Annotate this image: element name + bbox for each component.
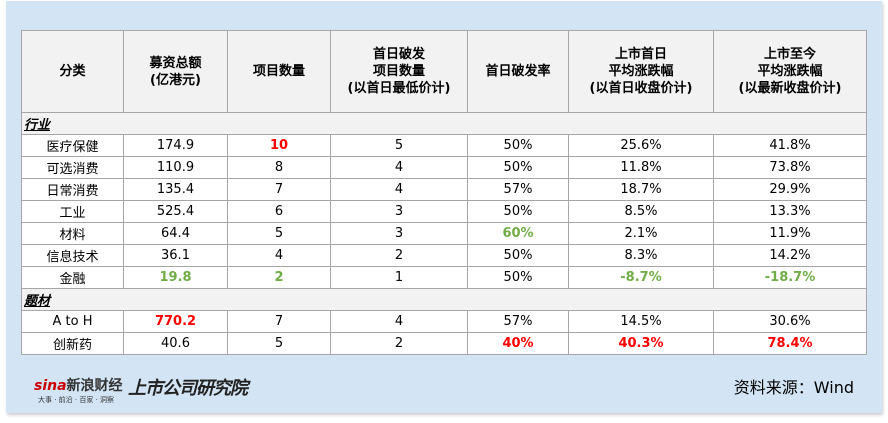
table-cell: 29.9% [713, 178, 867, 201]
table-cell: -18.7% [713, 266, 867, 289]
table-cell: 14.2% [713, 244, 867, 267]
table-cell: 30.6% [713, 310, 867, 333]
table-cell: 可选消费 [21, 156, 124, 179]
table-cell: 135.4 [123, 178, 228, 201]
table-cell: 8.5% [568, 200, 714, 223]
table-cell: 110.9 [123, 156, 228, 179]
table-cell: 13.3% [713, 200, 867, 223]
table-cell: 78.4% [713, 332, 867, 355]
table-cell: 50% [467, 156, 569, 179]
table-cell: 25.6% [568, 134, 714, 157]
table-cell: 525.4 [123, 200, 228, 223]
table-cell: 3 [330, 222, 468, 245]
table-cell: 8.3% [568, 244, 714, 267]
table-cell: 1 [330, 266, 468, 289]
table-cell: 材料 [21, 222, 124, 245]
table-cell: 57% [467, 178, 569, 201]
column-header: 首日破发 项目数量 (以首日最低价计) [330, 30, 468, 113]
table-cell: 40.3% [568, 332, 714, 355]
column-header: 募资总额 (亿港元) [123, 30, 228, 113]
table-cell: 4 [330, 178, 468, 201]
table-cell: 36.1 [123, 244, 228, 267]
table-cell: A to H [21, 310, 124, 333]
table-cell: 73.8% [713, 156, 867, 179]
institute-logo: 上市公司研究院 [128, 378, 248, 399]
table-cell: 50% [467, 266, 569, 289]
table-cell: 2 [330, 332, 468, 355]
column-header: 上市至今 平均涨跌幅 (以最新收盘价计) [713, 30, 867, 113]
table-cell: 11.9% [713, 222, 867, 245]
table-cell: 40.6 [123, 332, 228, 355]
table-cell: 医疗保健 [21, 134, 124, 157]
table-cell: 信息技术 [21, 244, 124, 267]
table-cell: 50% [467, 244, 569, 267]
sina-finance-logo: sina新浪财经 大事 · 前沿 · 百家 · 洞察 [34, 378, 123, 404]
table-row: 信息技术 36.1 4 2 50% 8.3% 14.2% [21, 244, 867, 267]
table-cell: 19.8 [123, 266, 228, 289]
table-row: 金融 19.8 2 1 50% -8.7% -18.7% [21, 266, 867, 289]
table-cell: 7 [227, 310, 331, 333]
table-row: A to H 770.2 7 4 57% 14.5% 30.6% [21, 310, 867, 333]
table-cell: 6 [227, 200, 331, 223]
section-title: 行业 [21, 112, 867, 135]
table-cell: 10 [227, 134, 331, 157]
source-note: 资料来源：Wind [733, 378, 854, 397]
table-cell: 日常消费 [21, 178, 124, 201]
table-cell: 工业 [21, 200, 124, 223]
section-row: 行业 [21, 112, 867, 135]
table-cell: 14.5% [568, 310, 714, 333]
column-header: 项目数量 [227, 30, 331, 113]
table-cell: 57% [467, 310, 569, 333]
table-cell: 8 [227, 156, 331, 179]
table-cell: 11.8% [568, 156, 714, 179]
table-cell: 3 [330, 200, 468, 223]
table-cell: 770.2 [123, 310, 228, 333]
table-cell: 5 [330, 134, 468, 157]
table-cell: 4 [330, 156, 468, 179]
column-header: 首日破发率 [467, 30, 569, 113]
table-cell: 金融 [21, 266, 124, 289]
table-cell: 41.8% [713, 134, 867, 157]
table-cell: 174.9 [123, 134, 228, 157]
table-row: 医疗保健 174.9 10 5 50% 25.6% 41.8% [21, 134, 867, 157]
table-row: 创新药 40.6 5 2 40% 40.3% 78.4% [21, 332, 867, 355]
table-cell: 创新药 [21, 332, 124, 355]
table-cell: 64.4 [123, 222, 228, 245]
table-cell: 40% [467, 332, 569, 355]
section-row: 题材 [21, 288, 867, 311]
table-cell: 50% [467, 134, 569, 157]
column-header: 上市首日 平均涨跌幅 (以首日收盘价计) [568, 30, 714, 113]
table-cell: 2 [227, 266, 331, 289]
column-header: 分类 [21, 30, 124, 113]
table-cell: 5 [227, 222, 331, 245]
table-cell: 4 [227, 244, 331, 267]
table-row: 可选消费 110.9 8 4 50% 11.8% 73.8% [21, 156, 867, 179]
table-cell: -8.7% [568, 266, 714, 289]
ipo-stats-table: 分类 募资总额 (亿港元) 项目数量 首日破发 项目数量 (以首日最低价计) 首日破发率… [21, 30, 867, 355]
table-row: 日常消费 135.4 7 4 57% 18.7% 29.9% [21, 178, 867, 201]
table-cell: 4 [330, 310, 468, 333]
table-row: 材料 64.4 5 3 60% 2.1% 11.9% [21, 222, 867, 245]
table-cell: 60% [467, 222, 569, 245]
table-cell: 50% [467, 200, 569, 223]
table-cell: 2 [330, 244, 468, 267]
table-cell: 2.1% [568, 222, 714, 245]
table-row: 工业 525.4 6 3 50% 8.5% 13.3% [21, 200, 867, 223]
table-cell: 7 [227, 178, 331, 201]
table-cell: 18.7% [568, 178, 714, 201]
section-title: 题材 [21, 288, 867, 311]
table-cell: 5 [227, 332, 331, 355]
